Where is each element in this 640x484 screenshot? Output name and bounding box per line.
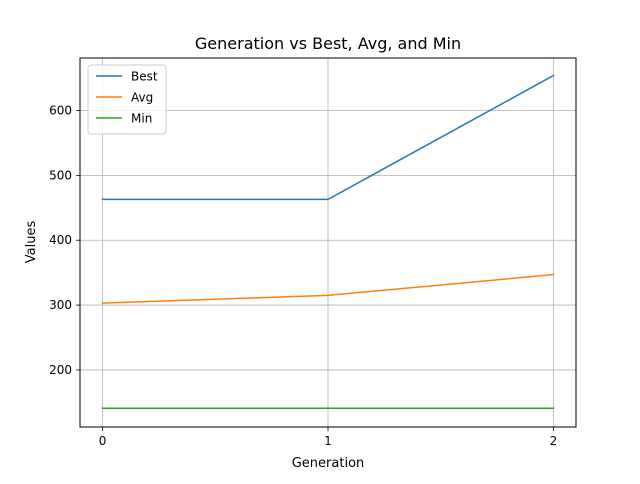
- data-series: [101, 74, 555, 409]
- chart-title: Generation vs Best, Avg, and Min: [195, 34, 461, 53]
- x-axis-label: Generation: [292, 456, 365, 471]
- legend-label-avg: Avg: [131, 91, 153, 105]
- legend-label-best: Best: [131, 70, 158, 84]
- x-tick-label: 2: [550, 434, 558, 448]
- y-tick-label: 600: [49, 104, 72, 118]
- x-tick-label: 0: [99, 434, 107, 448]
- legend-label-min: Min: [131, 112, 152, 126]
- y-tick-label: 400: [49, 233, 72, 247]
- series-line-avg: [101, 273, 555, 304]
- y-tick-label: 500: [49, 168, 72, 182]
- x-axis-ticks: 0 1 2: [99, 427, 558, 448]
- y-axis-label: Values: [24, 221, 39, 264]
- x-tick-label: 1: [324, 434, 332, 448]
- legend-box: [87, 64, 167, 135]
- grid-lines: [80, 58, 576, 427]
- y-tick-label: 200: [49, 363, 72, 377]
- legend: Best Avg Min: [87, 64, 167, 135]
- y-axis-ticks: 200 300 400 500 600: [49, 104, 80, 377]
- series-line-best: [101, 74, 555, 201]
- y-tick-label: 300: [49, 298, 72, 312]
